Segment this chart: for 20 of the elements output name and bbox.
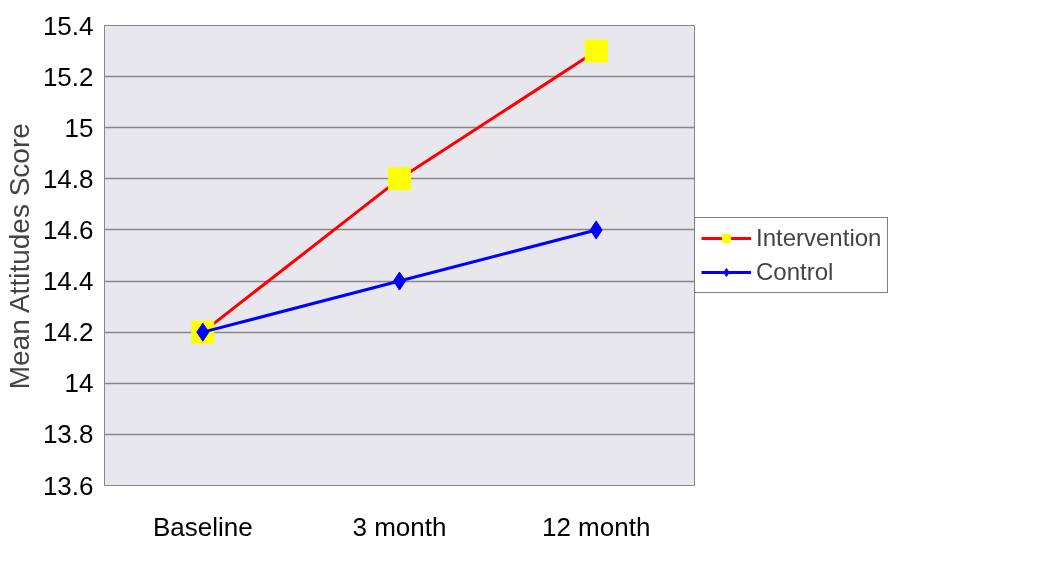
legend-label: Control — [756, 258, 834, 286]
y-tick-label: 15.2 — [42, 61, 94, 92]
y-tick-label: 14.6 — [42, 214, 94, 245]
x-tick-label: Baseline — [152, 511, 253, 542]
y-tick-label: 15 — [64, 112, 94, 143]
y-tick-label: 14.4 — [42, 266, 94, 297]
legend-label: Intervention — [756, 224, 882, 252]
point — [388, 167, 411, 191]
point — [196, 322, 210, 342]
y-tick-label: 13.6 — [42, 470, 94, 501]
y-tick-label: 14 — [64, 368, 94, 399]
x-tick-label: 12 month — [541, 511, 651, 542]
y-tick-label: 15.4 — [42, 10, 94, 41]
point — [584, 39, 608, 63]
point — [589, 220, 603, 240]
y-tick-label: 13.8 — [42, 419, 94, 450]
y-axis-title: Mean Attitudes Score — [3, 123, 35, 390]
y-tick-label: 14.2 — [42, 317, 94, 348]
y-tick-label: 14.8 — [42, 163, 94, 194]
x-tick-label: 3 month — [352, 511, 447, 542]
